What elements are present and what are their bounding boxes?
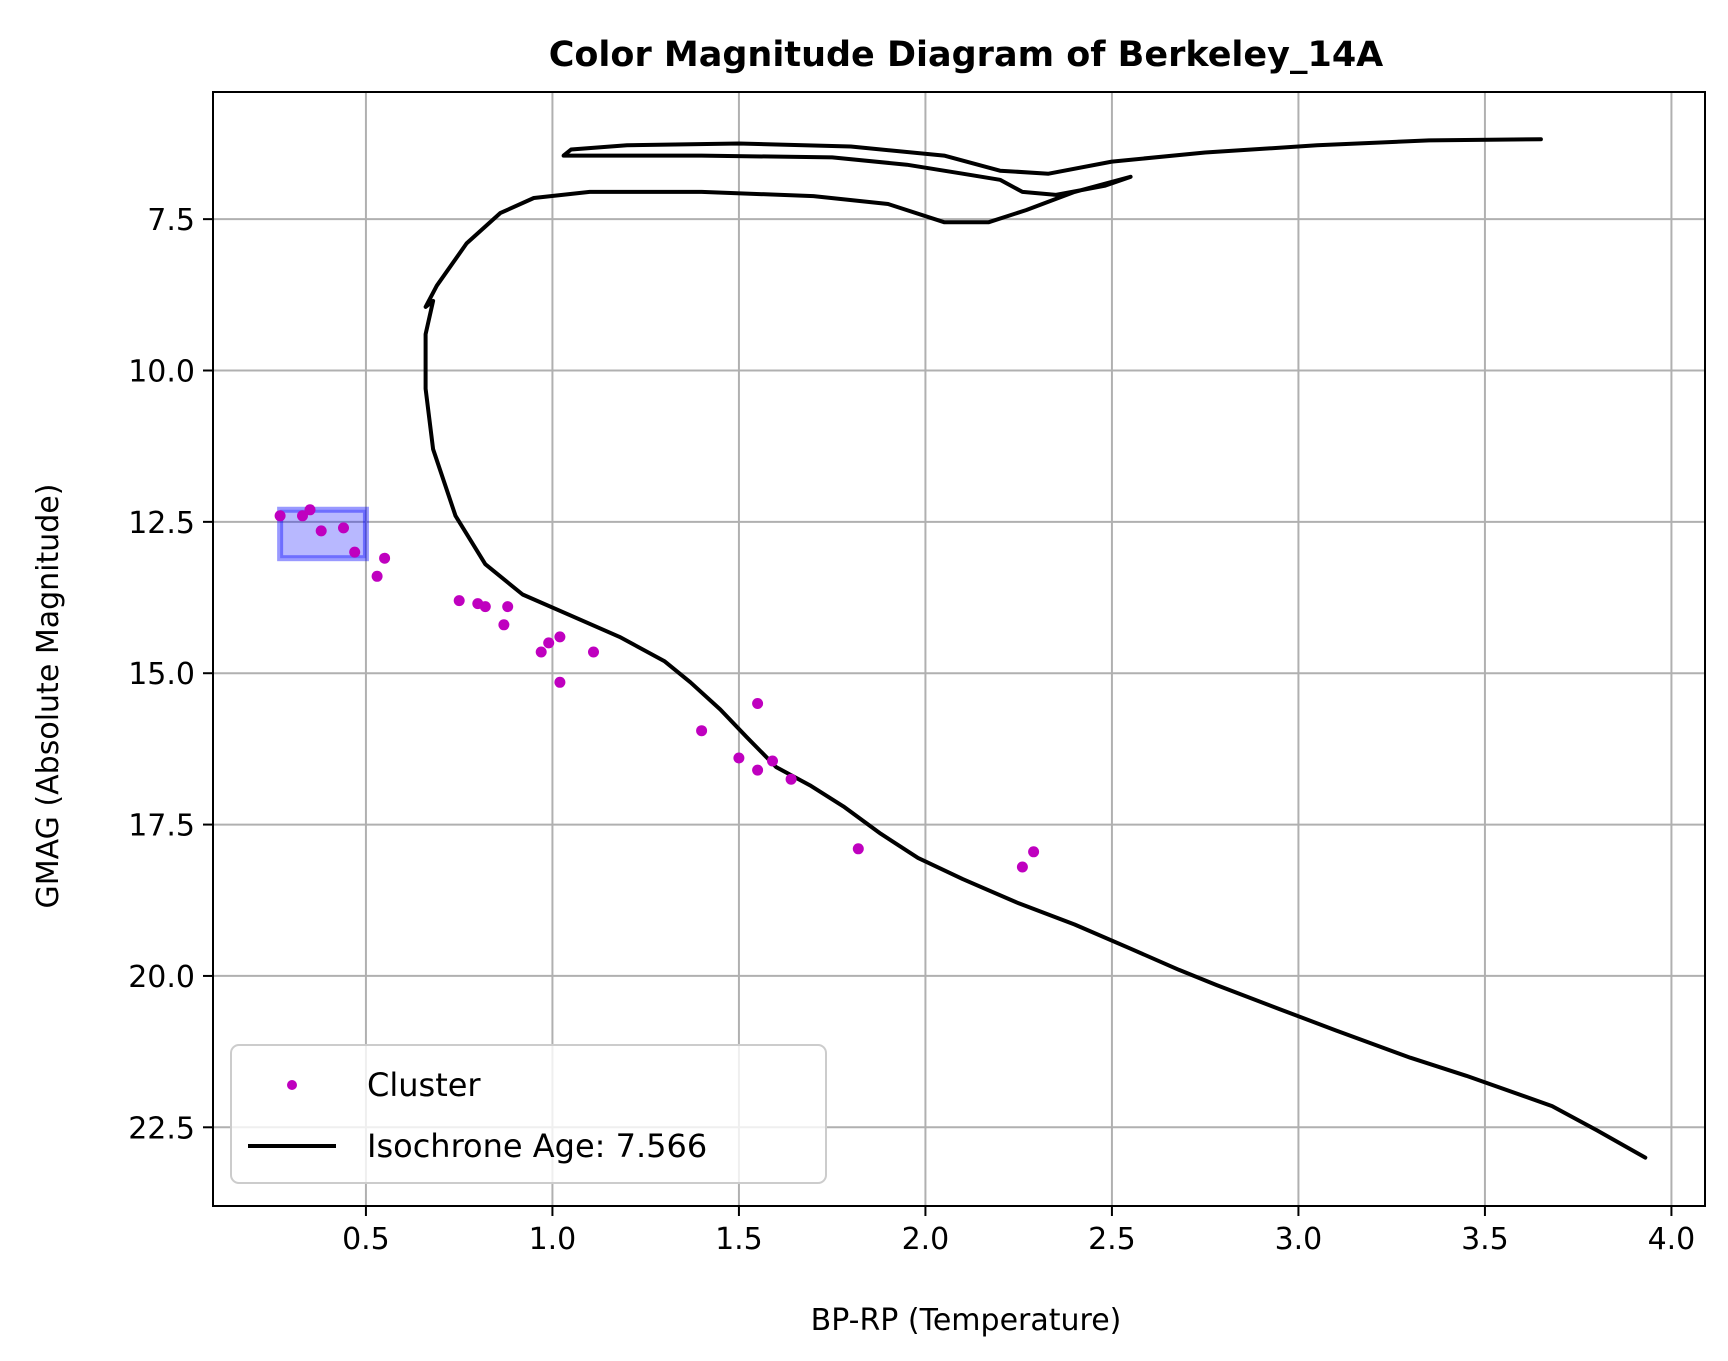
cluster-point	[502, 601, 514, 613]
cluster-point	[554, 631, 566, 643]
y-tick-label: 22.5	[128, 1111, 195, 1146]
axis-ticks: 0.5 1.0 1.5 2.0 2.5 3.0 3.5 4.0 7.5 10.0 12.5 15.0 1…	[128, 203, 1695, 1257]
x-tick-label: 1.5	[715, 1222, 763, 1257]
isochrone-line	[423, 137, 1648, 1160]
x-tick-label: 2.5	[1088, 1222, 1136, 1257]
grid	[213, 92, 1705, 1206]
y-axis-label: GMAG (Absolute Magnitude)	[31, 484, 66, 909]
y-tick-label: 20.0	[128, 960, 195, 995]
cluster-point	[543, 637, 555, 649]
cluster-point	[1016, 861, 1028, 873]
x-tick-label: 1.0	[529, 1222, 577, 1257]
cluster-point	[304, 504, 316, 516]
y-tick-label: 17.5	[128, 809, 195, 844]
y-tick-label: 10.0	[128, 355, 195, 390]
legend-isochrone-label: Isochrone Age: 7.566	[367, 1127, 707, 1165]
cluster-point	[371, 570, 383, 582]
legend-cluster-label: Cluster	[367, 1066, 481, 1104]
x-tick-label: 0.5	[342, 1222, 390, 1257]
cluster-point	[315, 525, 327, 537]
cluster-points-layer	[274, 504, 1040, 873]
cluster-point	[752, 764, 764, 776]
x-tick-label: 2.0	[902, 1222, 950, 1257]
cluster-point	[498, 619, 510, 631]
cluster-point	[588, 646, 599, 658]
cluster-point	[852, 843, 864, 855]
cluster-point	[453, 595, 465, 607]
x-axis-label: BP-RP (Temperature)	[811, 1303, 1122, 1338]
y-tick-label: 7.5	[147, 203, 195, 238]
cluster-point	[1028, 846, 1040, 858]
cluster-point	[338, 522, 349, 534]
x-tick-label: 3.0	[1275, 1222, 1323, 1257]
cluster-point	[297, 510, 308, 522]
y-tick-label: 12.5	[128, 506, 195, 541]
cluster-point	[349, 546, 361, 558]
legend-cluster-marker	[287, 1080, 297, 1090]
x-tick-label: 4.0	[1648, 1222, 1696, 1257]
cluster-point	[785, 773, 797, 785]
plot-frame	[212, 91, 1706, 1207]
cluster-point	[752, 698, 764, 709]
isochrone-layer	[423, 137, 1648, 1160]
legend: Cluster Isochrone Age: 7.566	[230, 1044, 827, 1184]
cluster-point	[379, 552, 391, 564]
cluster-point	[274, 510, 286, 522]
cluster-point	[554, 676, 566, 688]
cluster-point	[535, 646, 547, 658]
cluster-point	[479, 601, 491, 613]
x-tick-label: 3.5	[1461, 1222, 1509, 1257]
legend-frame	[230, 1044, 827, 1184]
cluster-point	[696, 725, 708, 737]
cluster-point	[767, 755, 778, 767]
cluster-point	[733, 752, 745, 764]
y-tick-label: 15.0	[128, 657, 195, 692]
chart-title: Color Magnitude Diagram of Berkeley_14A	[549, 35, 1384, 75]
